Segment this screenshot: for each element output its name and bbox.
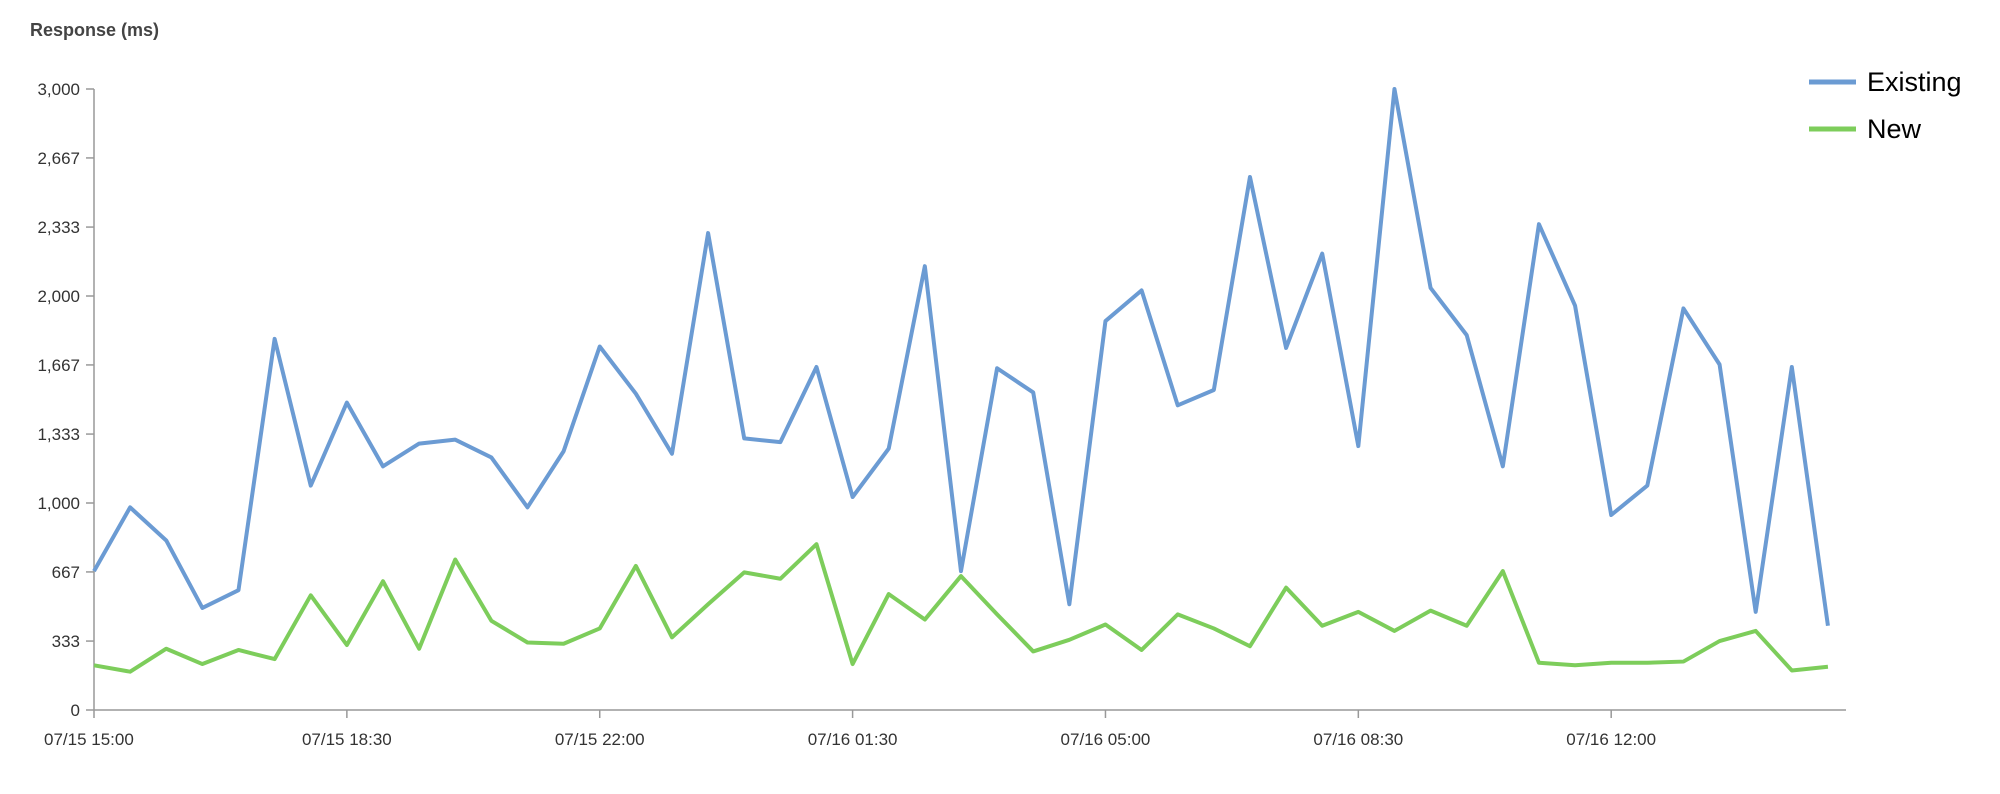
- x-tick-label: 07/16 05:00: [1061, 730, 1151, 749]
- series-line: [93, 542, 1829, 674]
- x-tick-label: 07/16 08:30: [1313, 730, 1403, 749]
- x-tick-label: 07/16 12:00: [1566, 730, 1656, 749]
- x-tick-label: 07/15 22:00: [555, 730, 645, 749]
- y-tick-label: 1,667: [37, 356, 80, 375]
- y-tick-label: 3,000: [37, 80, 80, 99]
- y-tick-label: 2,667: [37, 149, 80, 168]
- y-tick-label: 667: [52, 563, 80, 582]
- x-tick-label: 07/16 01:30: [808, 730, 898, 749]
- y-tick-label: 333: [52, 632, 80, 651]
- chart-title: Response (ms): [30, 20, 159, 40]
- y-tick-label: 2,000: [37, 287, 80, 306]
- y-tick-label: 1,333: [37, 425, 80, 444]
- x-tick-label: 07/15 15:00: [44, 730, 134, 749]
- legend-label: New: [1867, 114, 1922, 144]
- y-tick-label: 2,333: [37, 218, 80, 237]
- y-tick-label: 0: [71, 701, 80, 720]
- series-line: [92, 87, 1830, 627]
- legend-label: Existing: [1867, 67, 1962, 97]
- y-tick-label: 1,000: [37, 494, 80, 513]
- x-tick-label: 07/15 18:30: [302, 730, 392, 749]
